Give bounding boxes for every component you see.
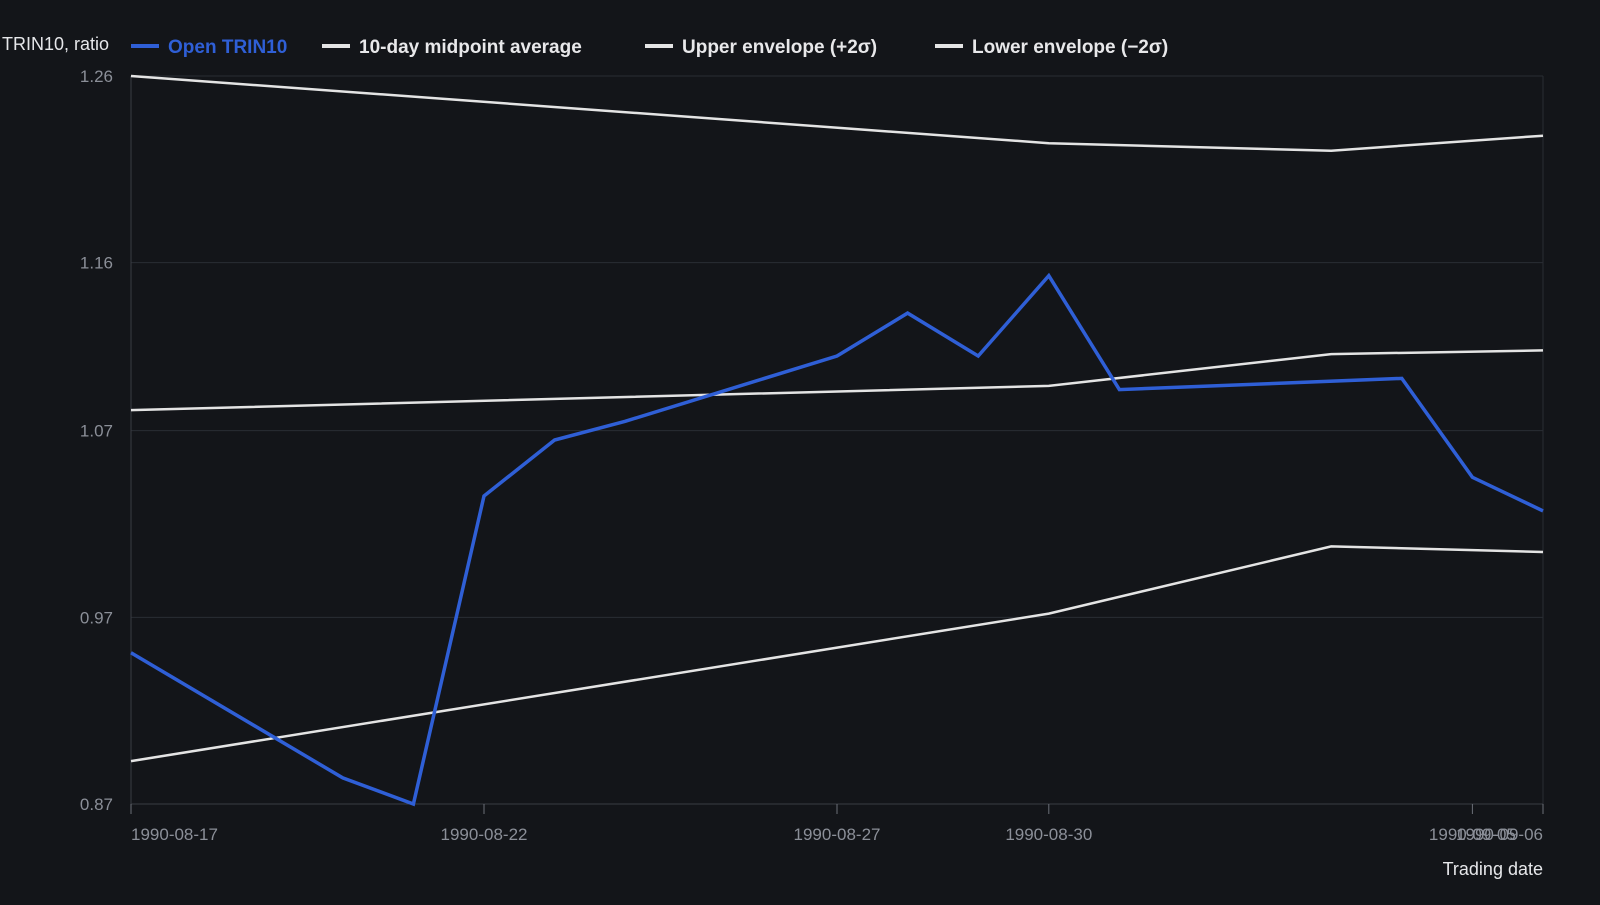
legend-label: Upper envelope (+2σ) xyxy=(682,37,877,58)
x-axis-title: Trading date xyxy=(1443,859,1543,879)
legend-label: 10-day midpoint average xyxy=(359,37,582,58)
y-tick-label: 1.26 xyxy=(80,67,113,86)
series-line-0 xyxy=(130,272,1544,807)
x-tick-label: 1990-08-17 xyxy=(131,825,218,844)
x-tick-label: 1990-09-05 xyxy=(1429,825,1516,844)
y-tick-label: 0.97 xyxy=(80,608,113,627)
y-tick-label: 1.16 xyxy=(80,254,113,273)
y-tick-label: 0.87 xyxy=(80,795,113,814)
y-axis-title: TRIN10, ratio xyxy=(2,34,109,54)
legend: Open TRIN10 10-day midpoint average Upper … xyxy=(131,37,1168,58)
y-tick-label: 1.07 xyxy=(80,422,113,441)
series-lines xyxy=(130,74,1544,807)
x-tick-label: 1990-08-22 xyxy=(441,825,528,844)
series-line-2 xyxy=(130,74,1544,152)
grid-lines xyxy=(131,75,1544,805)
legend-label: Open TRIN10 xyxy=(168,37,287,58)
x-tick-label: 1990-08-27 xyxy=(794,825,881,844)
series-line-3 xyxy=(130,545,1544,763)
x-tick-label: 1990-08-30 xyxy=(1005,825,1092,844)
x-tick-label: 1990-09-06 xyxy=(1456,825,1543,844)
axes: 0.87 0.97 1.07 1.16 1.26 1990-08-17 1990-08-22… xyxy=(80,67,1544,844)
legend-label: Lower envelope (−2σ) xyxy=(972,37,1168,58)
series-line-1 xyxy=(130,349,1544,412)
